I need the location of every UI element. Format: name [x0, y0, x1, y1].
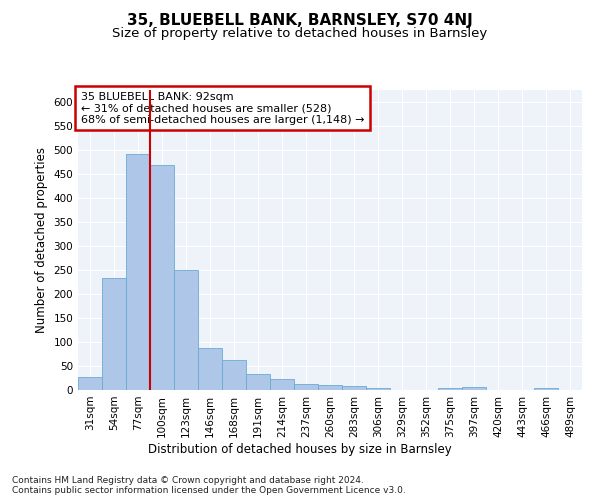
Bar — [318, 384, 342, 390]
Bar — [342, 386, 366, 390]
Bar — [438, 388, 462, 390]
Bar — [270, 379, 294, 390]
Bar — [174, 270, 198, 390]
Bar — [150, 166, 174, 390]
Bar — [294, 384, 318, 390]
Text: Contains HM Land Registry data © Crown copyright and database right 2024.
Contai: Contains HM Land Registry data © Crown c… — [12, 476, 406, 495]
Bar — [534, 388, 558, 390]
Text: 35, BLUEBELL BANK, BARNSLEY, S70 4NJ: 35, BLUEBELL BANK, BARNSLEY, S70 4NJ — [127, 12, 473, 28]
Bar — [366, 388, 390, 390]
Bar — [198, 348, 222, 390]
Bar — [126, 154, 150, 390]
Y-axis label: Number of detached properties: Number of detached properties — [35, 147, 48, 333]
Text: 35 BLUEBELL BANK: 92sqm
← 31% of detached houses are smaller (528)
68% of semi-d: 35 BLUEBELL BANK: 92sqm ← 31% of detache… — [80, 92, 364, 124]
Text: Size of property relative to detached houses in Barnsley: Size of property relative to detached ho… — [112, 28, 488, 40]
Bar — [222, 360, 246, 390]
Text: Distribution of detached houses by size in Barnsley: Distribution of detached houses by size … — [148, 442, 452, 456]
Bar — [102, 278, 126, 390]
Bar — [246, 374, 270, 390]
Bar — [78, 377, 102, 390]
Bar — [462, 387, 486, 390]
